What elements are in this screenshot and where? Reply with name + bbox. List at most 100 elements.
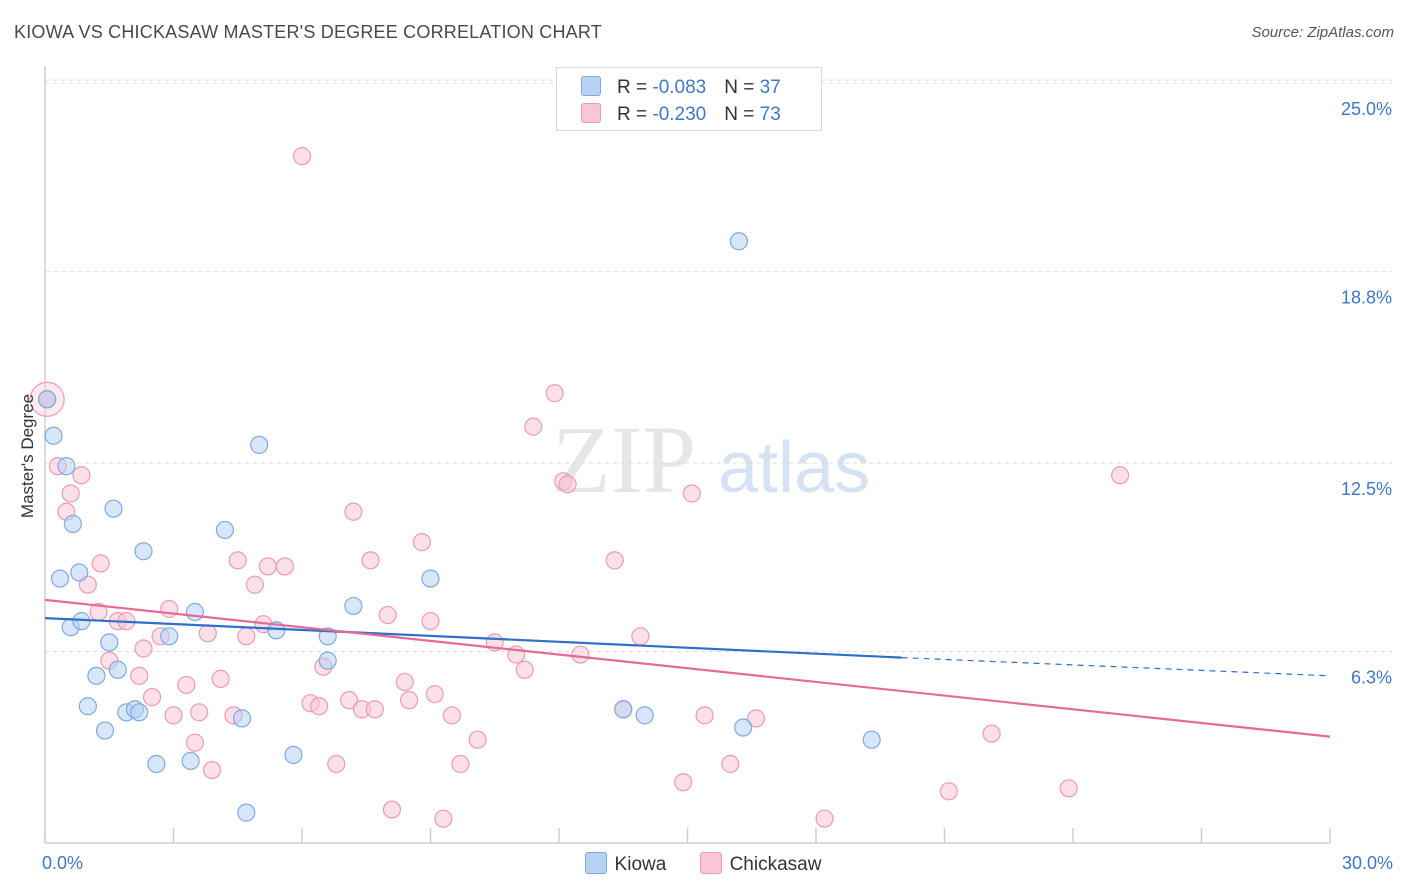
chickasaw-point [160, 599, 179, 619]
x-tick-label: 0.0% [42, 853, 83, 873]
chickasaw-point [327, 754, 346, 774]
legend-n-value-chickasaw: 73 [759, 104, 781, 125]
legend-r-label: R = [617, 77, 653, 98]
kiowa-trend-extension [901, 657, 1331, 677]
y-tick-label: 25.0% [1341, 99, 1392, 119]
chickasaw-point [228, 551, 247, 570]
legend-n-label: N = [724, 104, 760, 125]
chickasaw-point [142, 688, 162, 707]
chickasaw-point [61, 484, 80, 503]
watermark: ZIP atlas [552, 406, 870, 513]
chickasaw-point [237, 627, 256, 646]
kiowa-point [57, 457, 76, 476]
kiowa-swatch [581, 76, 601, 96]
chickasaw-point [939, 782, 958, 801]
kiowa-point [344, 596, 363, 616]
chickasaw-point [202, 760, 222, 780]
axes [44, 66, 1331, 844]
tick-labels: 6.3% 12.5% 18.8% 25.0% 0.0% 30.0% [42, 99, 1393, 873]
kiowa-point [78, 697, 97, 716]
chickasaw-point [134, 639, 153, 658]
chickasaw-point [605, 551, 624, 570]
series-legend: Kiowa Chickasaw [0, 852, 1406, 876]
kiowa-points [38, 232, 881, 822]
kiowa-point [38, 390, 57, 409]
chickasaw-point [198, 624, 217, 643]
chickasaw-point [361, 551, 380, 570]
kiowa-point [108, 660, 127, 679]
kiowa-point [614, 700, 633, 719]
kiowa-point [95, 721, 115, 740]
chickasaw-point [682, 484, 701, 503]
chickasaw-point [395, 672, 414, 692]
chickasaw-point [190, 703, 209, 722]
chickasaw-point [91, 554, 110, 573]
kiowa-trend-line [44, 616, 902, 659]
chickasaw-swatch [581, 103, 601, 123]
kiowa-point [44, 426, 63, 445]
chickasaw-point [434, 809, 453, 828]
chickasaw-point [412, 533, 432, 552]
kiowa-point [181, 751, 200, 771]
watermark-zip: ZIP [552, 406, 696, 513]
kiowa-point [232, 709, 252, 728]
chickasaw-trend-line [44, 598, 1331, 738]
kiowa-point [70, 563, 89, 582]
kiowa-point [160, 627, 179, 646]
legend-r-label: R = [617, 104, 653, 125]
chickasaw-point [292, 147, 312, 166]
chickasaw-point [674, 773, 693, 792]
chickasaw-point [746, 709, 766, 728]
chickasaw-point [344, 502, 363, 521]
kiowa-point [87, 666, 106, 685]
chickasaw-point [468, 730, 487, 749]
chickasaw-point [515, 660, 534, 679]
chickasaw-point [982, 724, 1001, 743]
chickasaw-point [164, 706, 183, 725]
legend-r-value-kiowa: -0.083 [652, 77, 707, 98]
chickasaw-point [1059, 779, 1078, 798]
kiowa-point [237, 803, 256, 822]
chickasaw-point [378, 605, 397, 625]
kiowa-point [734, 718, 753, 737]
chickasaw-point [571, 645, 590, 664]
y-tick-label: 6.3% [1351, 668, 1392, 688]
chickasaw-point [558, 475, 577, 494]
kiowa-point [147, 754, 166, 774]
chickasaw-point [1111, 466, 1130, 485]
chickasaw-point [695, 706, 714, 725]
stats-legend: R = -0.083 N = 37 R = -0.230 N = 73 [556, 67, 822, 131]
kiowa-point [185, 602, 205, 622]
chickasaw-point [721, 754, 740, 774]
trend-lines [44, 598, 1331, 738]
y-axis-label: Master's Degree [18, 394, 37, 518]
chickasaw-point [425, 684, 444, 704]
legend-row-chickasaw: R = -0.230 N = 73 [581, 103, 781, 127]
kiowa-point [134, 542, 153, 561]
chart-title: KIOWA VS CHICKASAW MASTER'S DEGREE CORRE… [14, 22, 602, 42]
chickasaw-point [211, 669, 230, 688]
legend-label-kiowa: Kiowa [614, 854, 667, 875]
kiowa-point [862, 730, 881, 749]
chickasaw-point [365, 700, 384, 719]
legend-r-value-chickasaw: -0.230 [652, 104, 707, 125]
chickasaw-point [545, 384, 564, 403]
y-tick-label: 12.5% [1341, 479, 1392, 499]
kiowa-point [50, 569, 70, 588]
chickasaw-point [421, 612, 440, 631]
kiowa-point [130, 703, 149, 722]
chickasaw-point [631, 627, 650, 646]
legend-row-kiowa: R = -0.083 N = 37 [581, 76, 781, 100]
legend-item-chickasaw[interactable]: Chickasaw [699, 852, 821, 876]
legend-item-kiowa[interactable]: Kiowa [584, 852, 667, 876]
chickasaw-point [524, 417, 543, 436]
source-label: Source: ZipAtlas.com [1251, 24, 1394, 41]
chickasaw-point [275, 557, 294, 576]
grid-lines [45, 79, 1392, 653]
chickasaw-point [245, 575, 264, 594]
legend-n-label: N = [724, 77, 760, 98]
kiowa-point [63, 514, 82, 533]
x-tick-label: 30.0% [1342, 853, 1393, 873]
chickasaw-legend-swatch [699, 852, 722, 874]
